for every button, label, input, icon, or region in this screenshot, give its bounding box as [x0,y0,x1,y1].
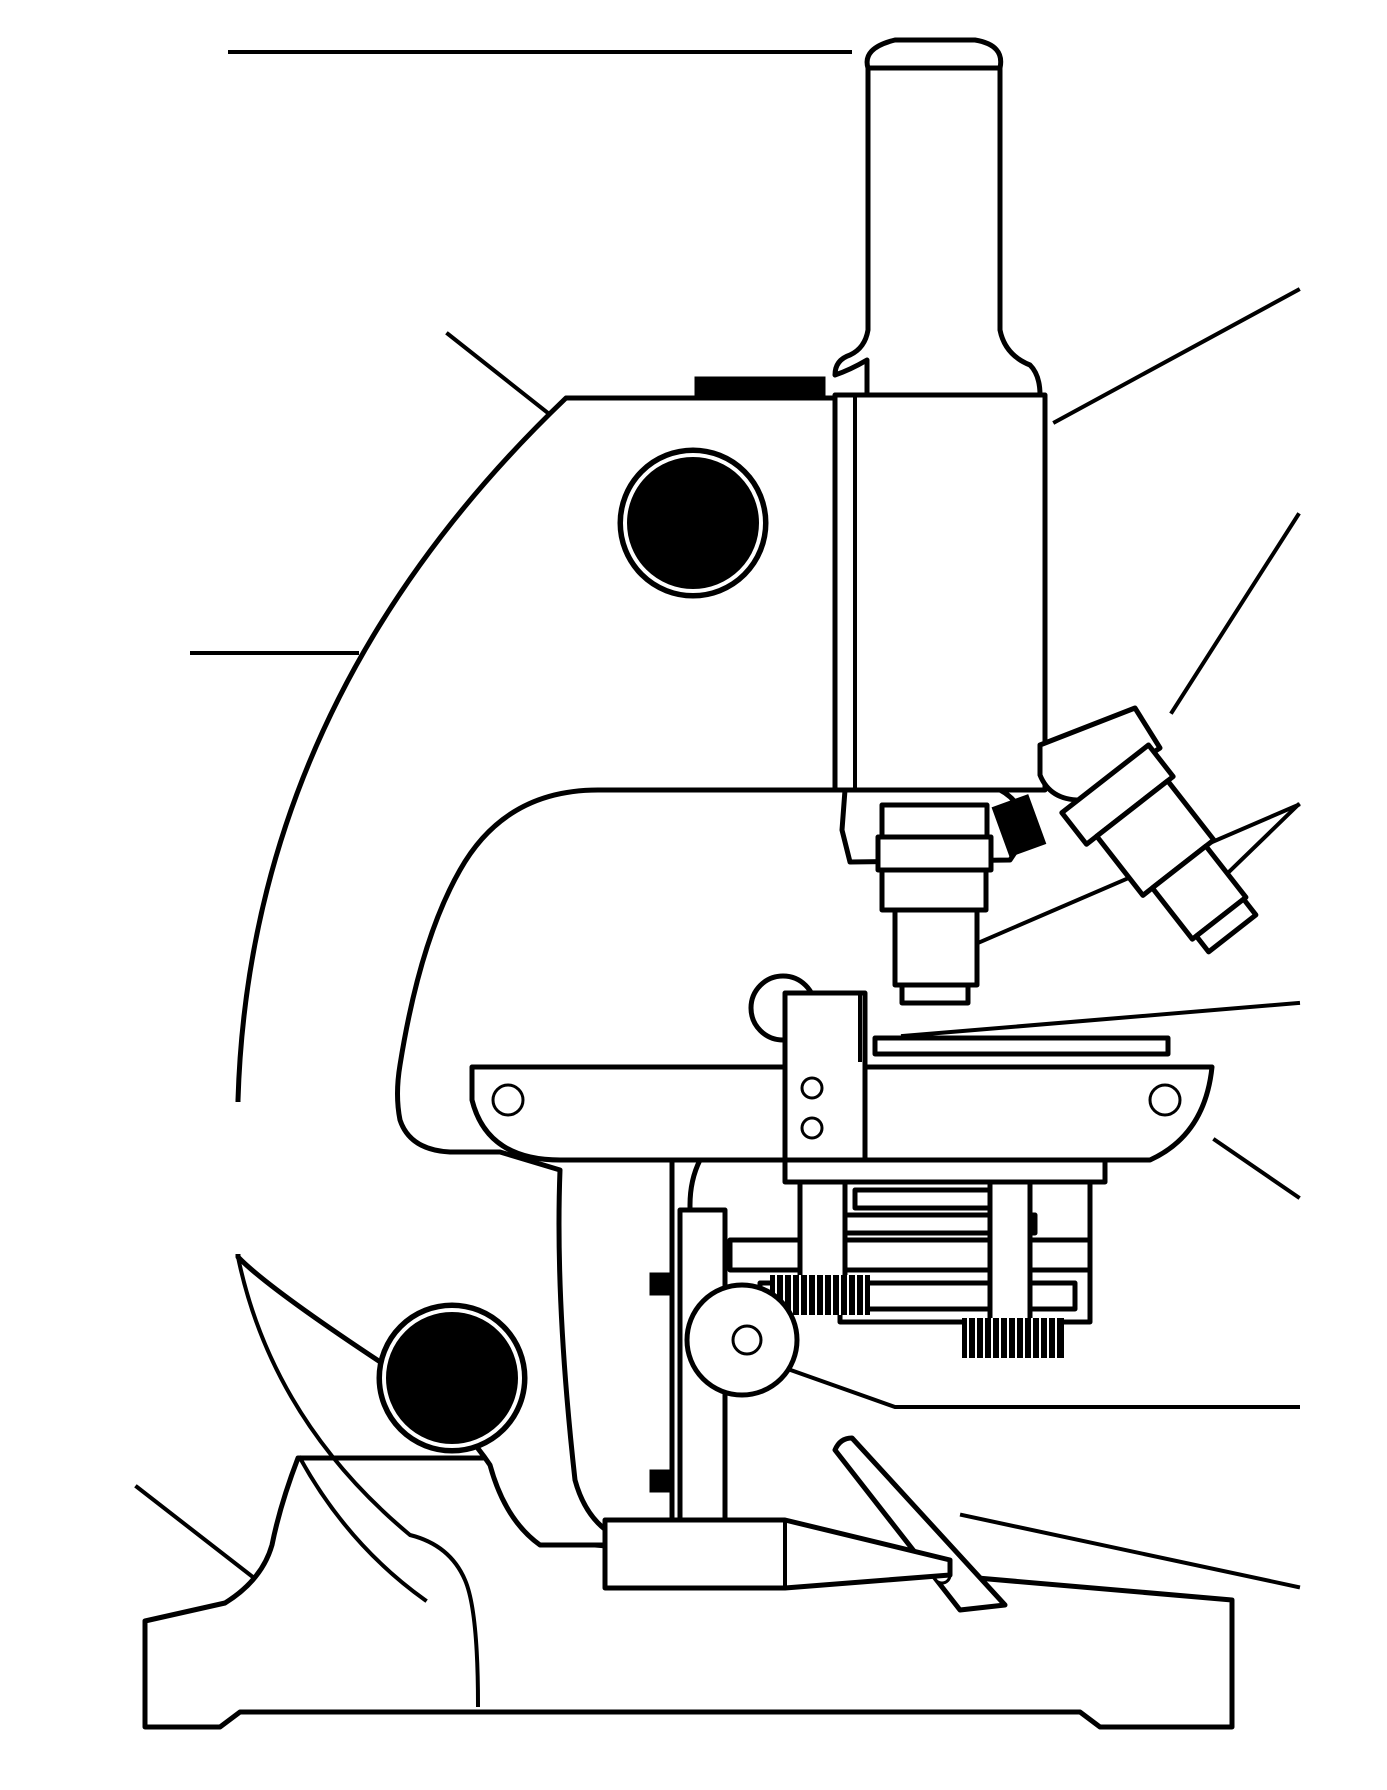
eyepiece-cap [864,37,1004,71]
tube-top-plate [694,376,826,398]
label-line-stage [1212,1137,1301,1200]
condenser-clamp-top [649,1272,673,1296]
label-line-nosepiece [1169,512,1301,715]
arm-outer-lower [297,1455,428,1603]
adjust-rod-right [987,1179,1033,1325]
coarse-focus-knob [617,447,769,599]
label-line-diaphragm [751,1354,1300,1409]
y-axis-knob [962,1318,1064,1358]
base [142,1455,1235,1730]
clip-screw-top [800,1076,824,1100]
label-line-body-tube [1052,287,1301,425]
objective-high [1059,742,1259,955]
slide [872,1035,1171,1057]
stage-clip [782,990,868,1168]
label-line-objective-a [947,802,1301,958]
clip-screw-bottom [800,1116,824,1140]
stage-screw-right [1148,1083,1182,1117]
rack-plate-3 [727,1237,1093,1273]
fine-focus-knob [376,1302,528,1454]
arm-gap [228,1102,248,1254]
body-tube [832,392,1048,793]
stage-screw-left [491,1083,525,1117]
diaphragm-lever [731,1324,763,1356]
mirror-arm [832,1435,1008,1613]
eyepiece [832,49,1043,398]
x-axis-knob [770,1275,870,1315]
arm-inner-edge [235,1254,481,1708]
label-line-stage-clip [900,1000,1301,1039]
objective-low [875,802,994,1006]
label-line-mirror [959,1512,1301,1590]
condenser-clamp-bottom [649,1469,673,1493]
stage-carriage [782,1157,1108,1185]
objective-mount [991,794,1047,858]
adjust-rod-left [797,1179,848,1290]
